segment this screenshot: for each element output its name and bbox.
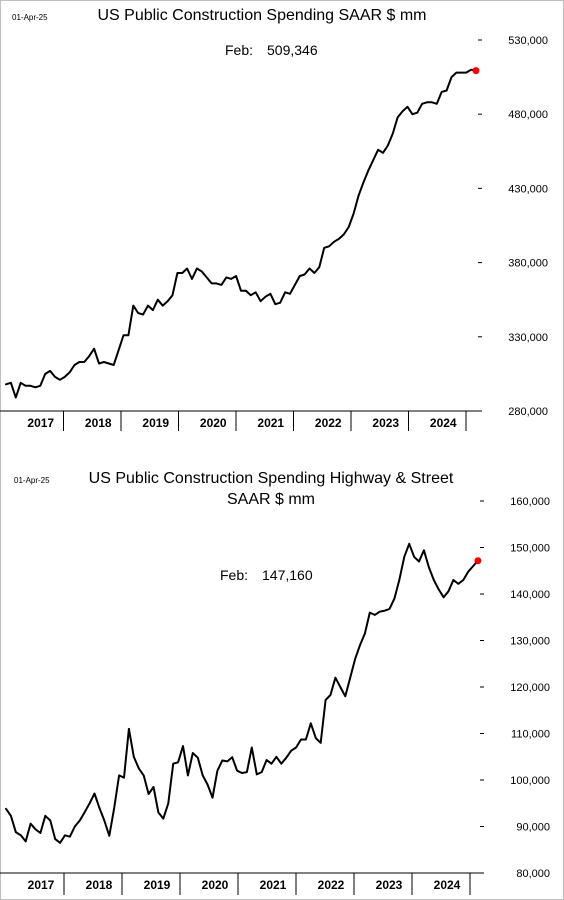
chart-public-construction: 01-Apr-25 US Public Construction Spendin…	[0, 7, 548, 431]
y-tick-label: 330,000	[508, 332, 548, 344]
chart-title: US Public Construction Spending SAAR $ m…	[97, 7, 426, 24]
last-point-marker	[474, 557, 482, 565]
x-tick-label: 2023	[376, 878, 403, 892]
x-tick-label: 2021	[260, 878, 287, 892]
chart-date-label: 01-Apr-25	[14, 476, 50, 485]
annotation-value: 147,160	[262, 567, 313, 583]
y-tick-label: 90,000	[516, 822, 550, 834]
x-tick-label: 2018	[86, 878, 113, 892]
y-tick-label: 130,000	[510, 636, 550, 648]
x-tick-label: 2017	[28, 878, 55, 892]
y-tick-label: 380,000	[508, 258, 548, 270]
y-tick-label: 100,000	[510, 775, 550, 787]
x-tick-label: 2019	[144, 878, 171, 892]
x-tick-label: 2021	[257, 416, 284, 430]
y-tick-label: 150,000	[510, 543, 550, 555]
y-tick-label: 280,000	[508, 406, 548, 418]
chart-title-line-1: US Public Construction Spending Highway …	[89, 470, 454, 487]
y-tick-label: 480,000	[508, 109, 548, 121]
x-tick-label: 2024	[434, 878, 461, 892]
series-line	[5, 542, 479, 844]
x-tick-label: 2022	[315, 416, 342, 430]
y-tick-label: 110,000	[511, 729, 550, 741]
series-line	[5, 68, 477, 399]
y-tick-label: 160,000	[510, 496, 550, 508]
x-tick-label: 2020	[200, 416, 227, 430]
x-tick-label: 2019	[142, 416, 169, 430]
y-tick-label: 430,000	[508, 183, 548, 195]
x-tick-label: 2022	[318, 878, 345, 892]
annotation-value: 509,346	[267, 42, 318, 58]
x-tick-label: 2024	[430, 416, 457, 430]
x-tick-label: 2020	[202, 878, 229, 892]
y-tick-label: 140,000	[510, 589, 550, 601]
x-tick-label: 2018	[85, 416, 112, 430]
x-tick-label: 2017	[27, 416, 54, 430]
plot-area: 80,000 90,000 100,000 110,000 120,000 130,000…	[0, 496, 550, 895]
y-tick-label: 80,000	[516, 868, 550, 880]
annotation-label: Feb:	[225, 42, 253, 58]
y-tick-label: 530,000	[508, 35, 548, 47]
x-tick-label: 2023	[372, 416, 399, 430]
chart-date-label: 01-Apr-25	[12, 13, 48, 22]
chart-highway-street: 01-Apr-25 US Public Construction Spendin…	[0, 470, 550, 895]
annotation-label: Feb:	[220, 567, 248, 583]
last-point-marker	[472, 67, 480, 75]
y-tick-label: 120,000	[510, 682, 550, 694]
chart-title-line-2: SAAR $ mm	[227, 491, 315, 508]
plot-area: 280,000 330,000 380,000 430,000 480,000 530,0…	[0, 35, 548, 431]
